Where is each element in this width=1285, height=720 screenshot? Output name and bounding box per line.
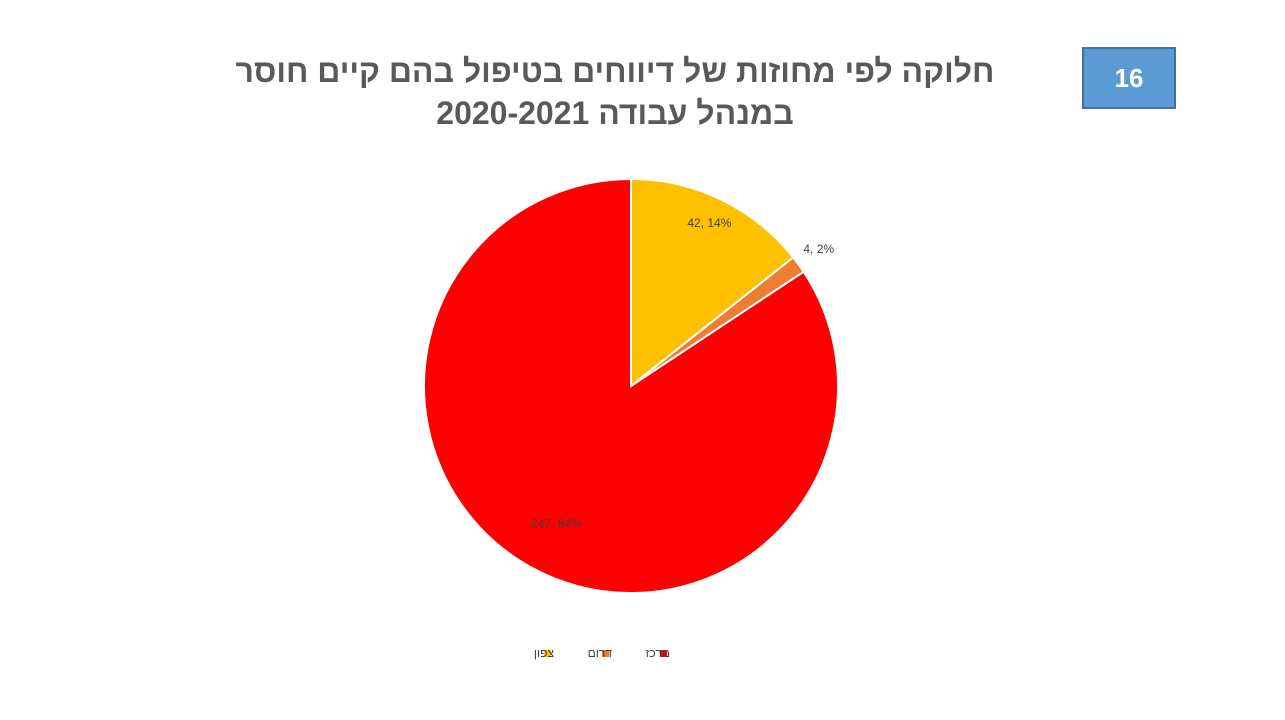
legend-swatch (602, 650, 609, 657)
legend-swatch (660, 650, 667, 657)
legend-label: דרום (588, 646, 613, 660)
legend-label: צפון (534, 646, 555, 660)
chart-title: חלוקה לפי מחוזות של דיווחים בטיפול בהם ק… (235, 53, 995, 131)
pie-slice (630, 177, 795, 389)
data-label: 247, 84% (531, 517, 582, 531)
data-label: 42, 14% (687, 216, 731, 230)
data-label: 4, 2% (803, 242, 834, 256)
slide-number: 16 (1082, 47, 1176, 109)
pie-slice (423, 177, 839, 594)
legend-label: מרכז (646, 646, 670, 660)
legend-swatch (544, 650, 551, 657)
